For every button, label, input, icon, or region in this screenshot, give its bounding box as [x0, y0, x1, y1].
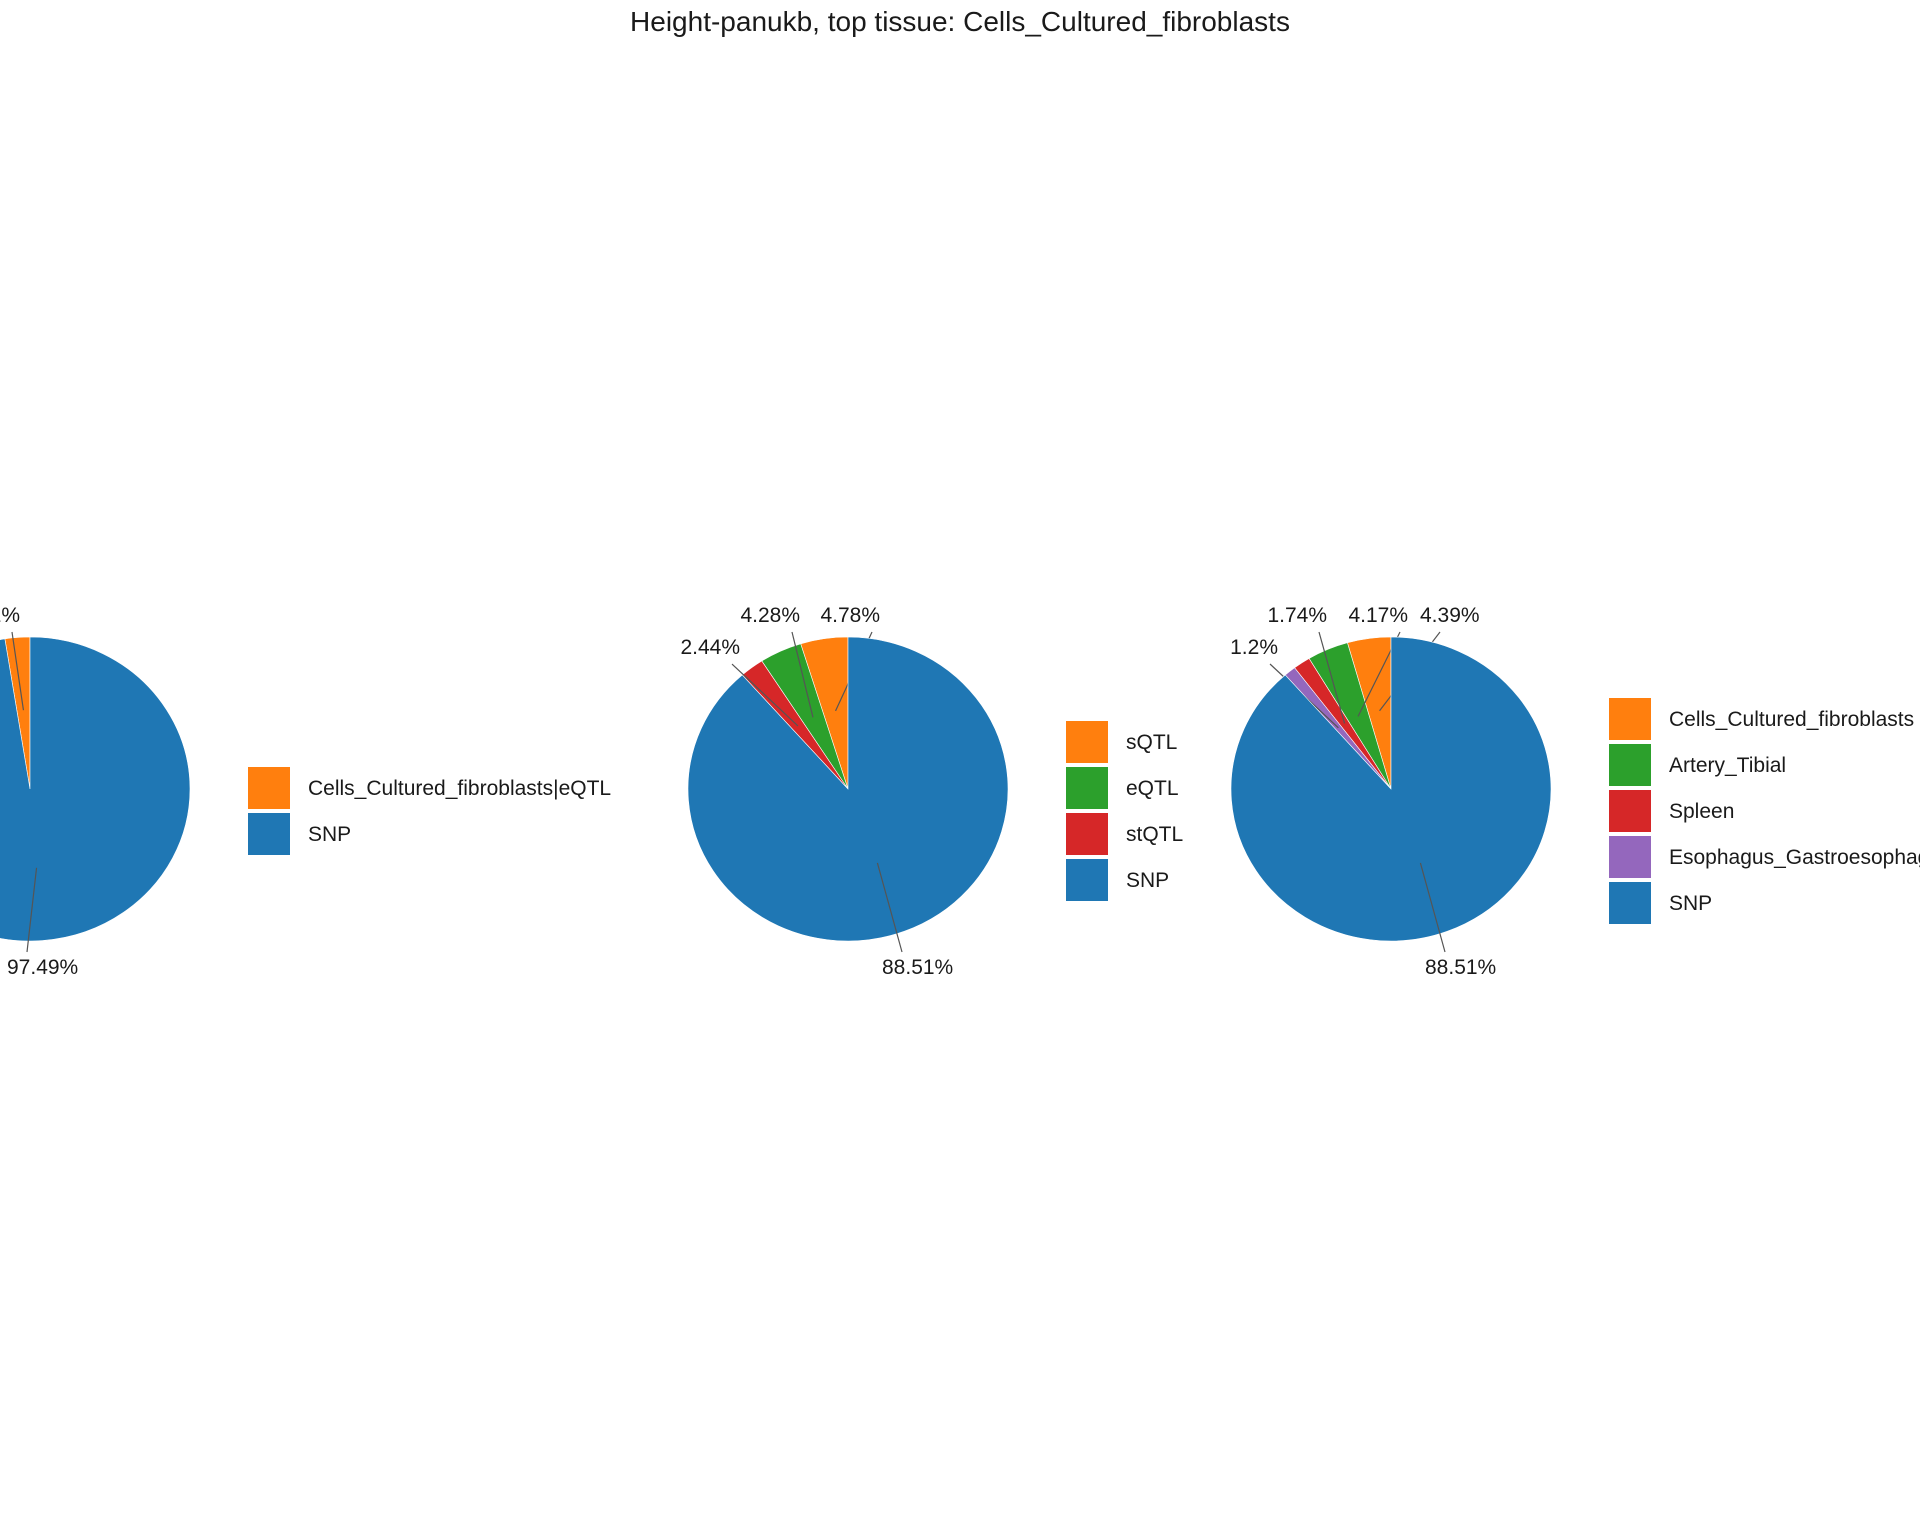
slice-percent-label: 4.17%	[1348, 604, 1408, 627]
legend-label: Esophagus_Gastroesophageal_Junction	[1669, 846, 1920, 869]
label-leader-line	[731, 663, 799, 727]
label-leader-line	[11, 631, 25, 711]
legend-label: SNP	[308, 823, 351, 846]
pie-chart-1: 2.51% 97.49%	[0, 604, 191, 979]
slice-percent-label: 2.44%	[680, 636, 740, 659]
slice-percent-label: 88.51%	[1425, 956, 1496, 979]
slice-percent-label: 4.39%	[1420, 604, 1480, 627]
legend-swatch	[248, 813, 290, 855]
slice-percent-label: 1.2%	[1230, 636, 1278, 659]
legend-swatch	[1609, 744, 1651, 786]
slice-percent-label: 97.49%	[7, 956, 78, 979]
slice-percent-label: 1.74%	[1267, 604, 1327, 627]
legend-swatch	[1609, 882, 1651, 924]
slice-percent-label: 4.28%	[740, 604, 800, 627]
legend-label: stQTL	[1126, 823, 1183, 846]
label-leader-line	[1419, 862, 1446, 953]
legend-label: SNP	[1126, 869, 1169, 892]
label-leader-line	[26, 867, 38, 953]
legend-3: Cells_Cultured_fibroblasts Artery_Tibial S…	[1609, 698, 1920, 924]
legend-label: sQTL	[1126, 731, 1177, 754]
legend-swatch	[1066, 859, 1108, 901]
chart-title: Height-panukb, top tissue: Cells_Culture…	[630, 6, 1290, 37]
legend-swatch	[1609, 790, 1651, 832]
pie-slice	[0, 636, 191, 942]
pie-slice	[1230, 636, 1552, 942]
label-leader-line	[1318, 631, 1346, 724]
legend-label: Cells_Cultured_fibroblasts|eQTL	[308, 777, 611, 800]
legend-label: Artery_Tibial	[1669, 754, 1786, 777]
legend-swatch	[1066, 721, 1108, 763]
slice-percent-label: 2.51%	[0, 604, 20, 627]
pie-chart-3: 4.39% 4.17% 1.74% 1.2% 88.51%	[1230, 604, 1552, 979]
legend-swatch	[1066, 767, 1108, 809]
slice-percent-label: 88.51%	[882, 956, 953, 979]
legend-2: sQTL eQTL stQTL SNP	[1066, 721, 1183, 901]
legend-label: eQTL	[1126, 777, 1179, 800]
legend-label: Spleen	[1669, 800, 1734, 823]
legend-swatch	[1609, 698, 1651, 740]
label-leader-line	[791, 631, 814, 718]
pie-slice	[687, 636, 1009, 942]
legend-swatch	[1609, 836, 1651, 878]
legend-swatch	[1066, 813, 1108, 855]
pie-chart-2: 4.78% 4.28%2.44% 88.51%	[680, 604, 1009, 979]
slice-percent-label: 4.78%	[820, 604, 880, 627]
legend-swatch	[248, 767, 290, 809]
legend-label: SNP	[1669, 892, 1712, 915]
legend-label: Cells_Cultured_fibroblasts	[1669, 708, 1914, 731]
legend-1: Cells_Cultured_fibroblasts|eQTL SNP	[248, 767, 611, 855]
label-leader-line	[876, 862, 903, 953]
